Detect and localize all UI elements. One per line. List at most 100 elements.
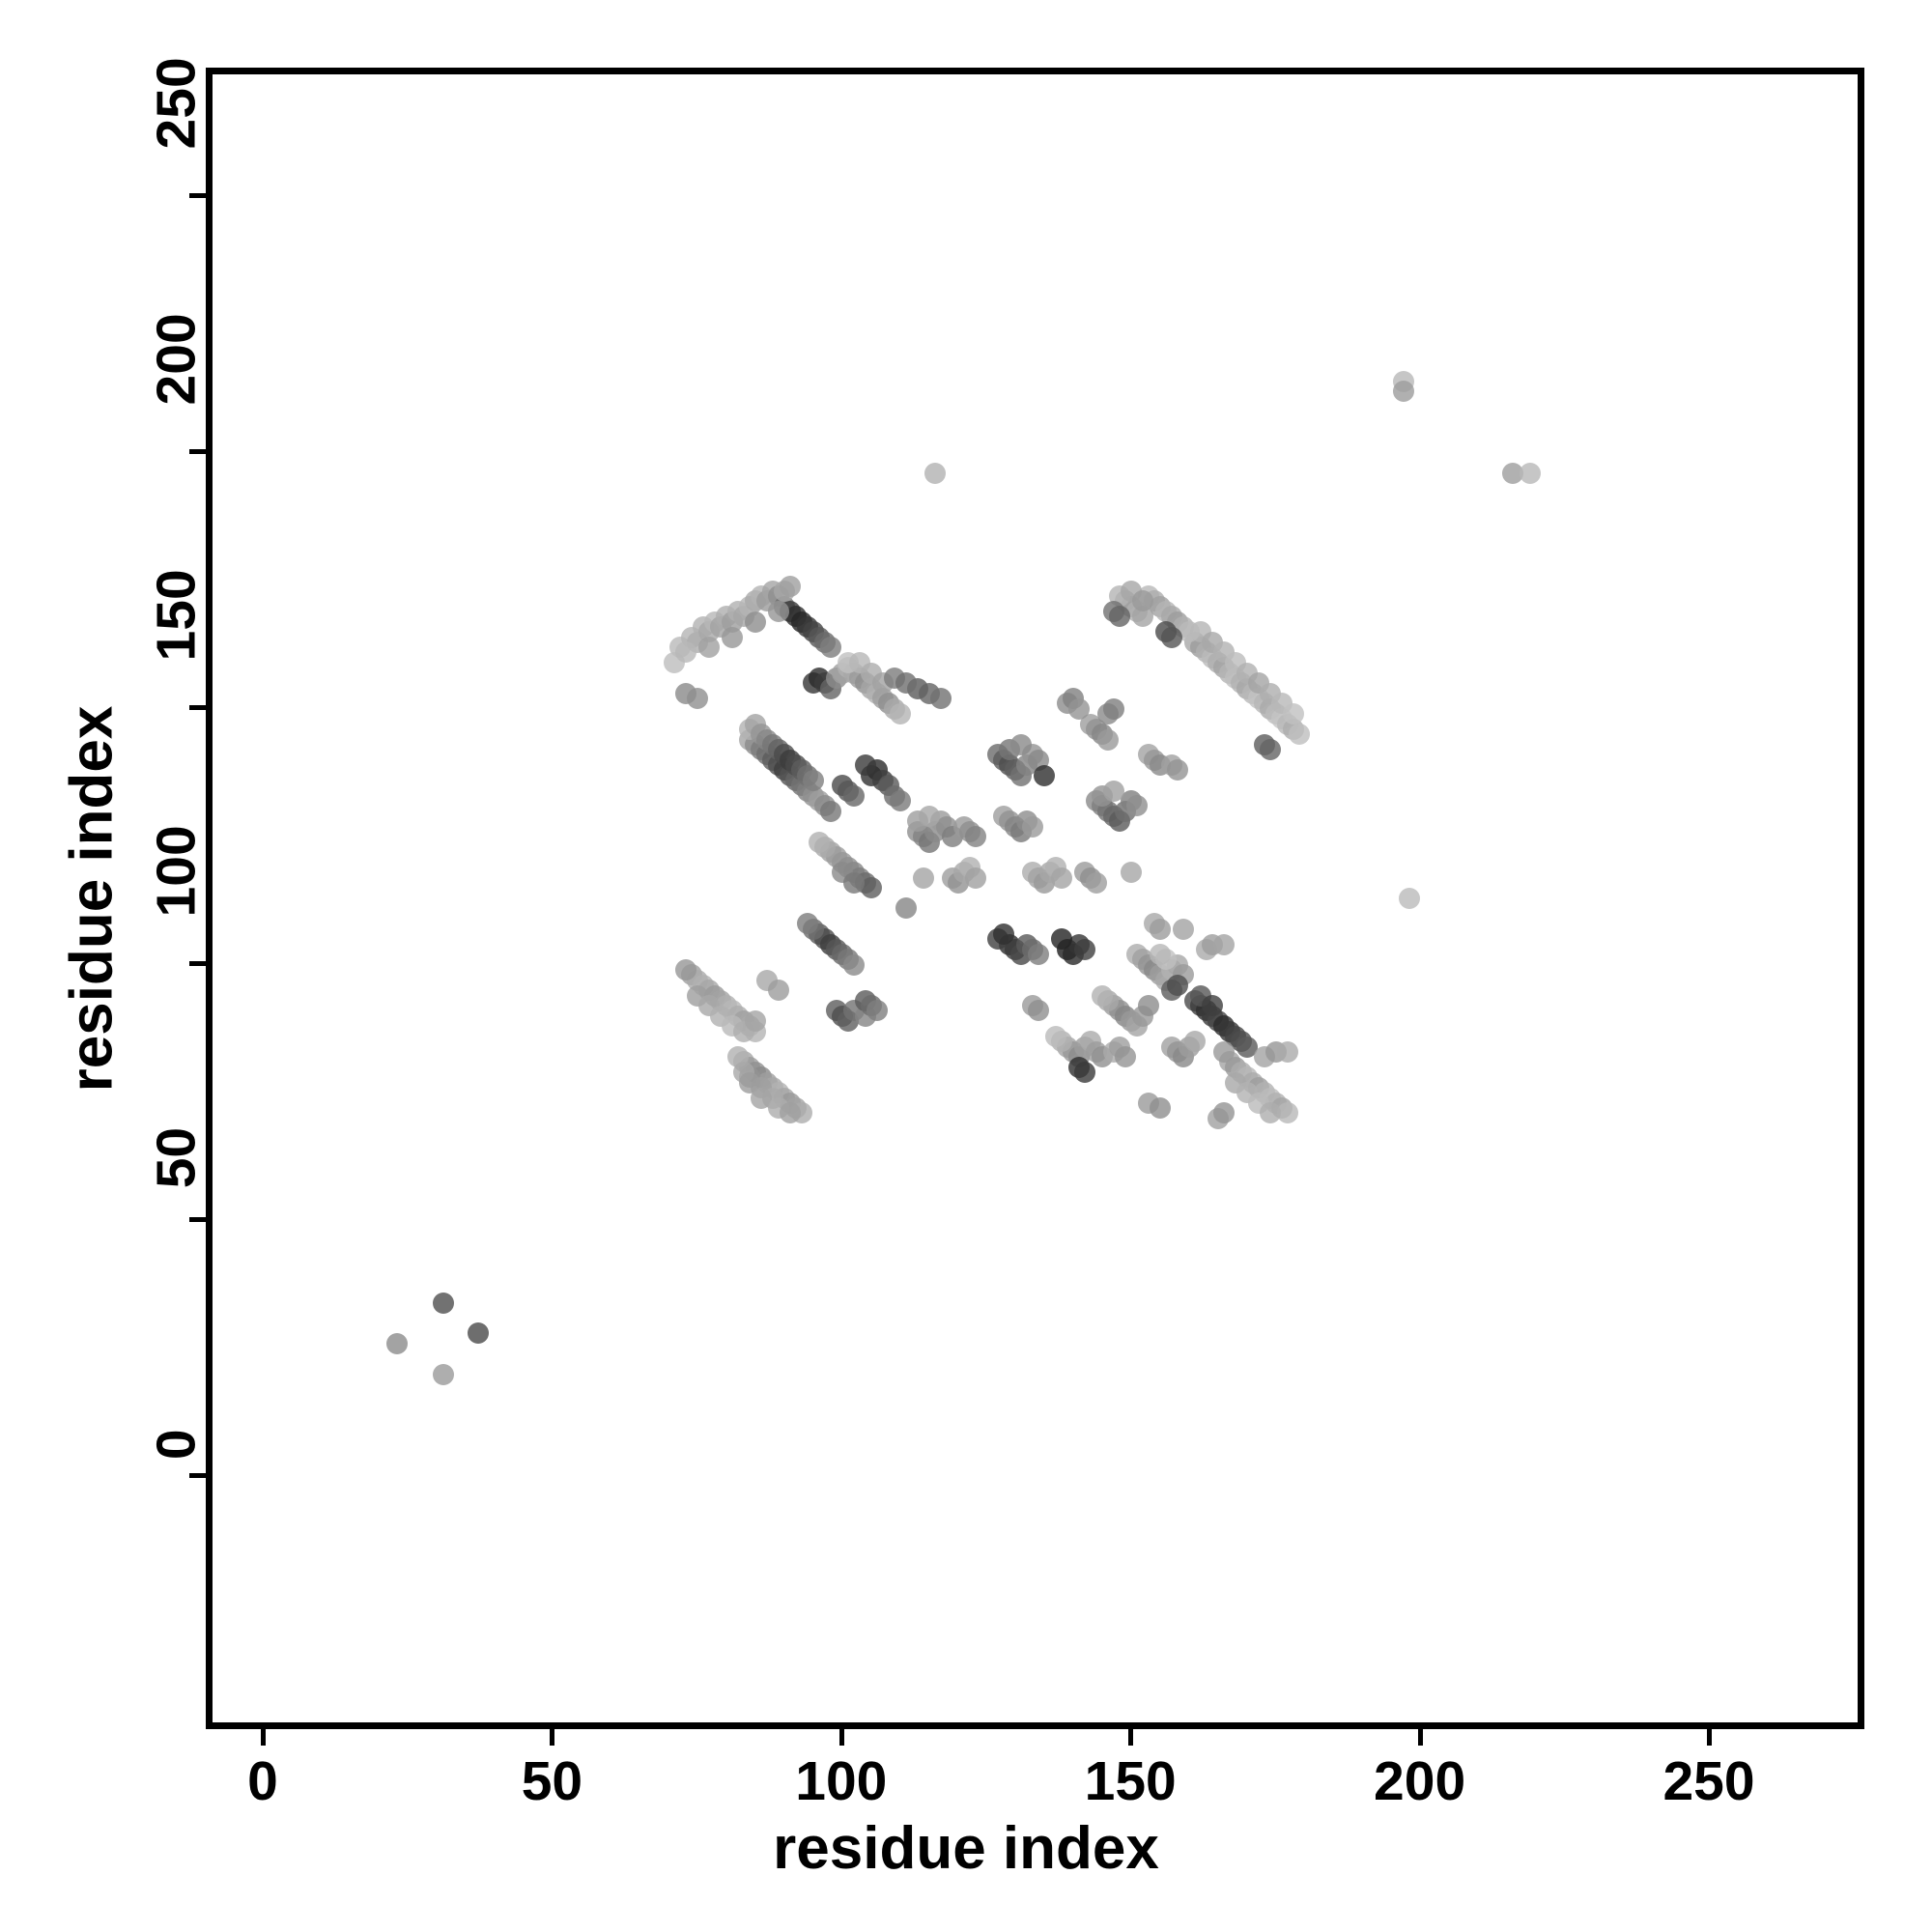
scatter-point bbox=[1288, 724, 1310, 746]
y-tick-mark bbox=[189, 1473, 206, 1478]
scatter-point bbox=[1502, 462, 1524, 484]
y-tick-mark bbox=[189, 193, 206, 198]
x-tick-mark bbox=[1128, 1729, 1134, 1746]
scatter-point bbox=[1028, 1000, 1050, 1022]
scatter-point bbox=[1132, 590, 1154, 612]
scatter-point bbox=[1259, 739, 1281, 761]
scatter-point bbox=[796, 913, 818, 935]
scatter-point bbox=[895, 897, 917, 920]
x-tick-mark bbox=[261, 1729, 266, 1746]
scatter-point bbox=[675, 641, 697, 664]
scatter-point bbox=[1121, 862, 1143, 884]
scatter-point bbox=[744, 611, 766, 633]
scatter-point bbox=[1213, 933, 1236, 955]
scatter-point bbox=[842, 871, 865, 894]
scatter-point bbox=[687, 688, 709, 710]
x-tick-mark bbox=[1707, 1729, 1712, 1746]
scatter-point bbox=[1282, 703, 1304, 724]
scatter-point bbox=[744, 1010, 766, 1032]
scatter-point bbox=[1132, 606, 1154, 628]
scatter-point bbox=[1276, 1040, 1298, 1063]
scatter-point bbox=[1520, 462, 1542, 484]
scatter-point bbox=[1179, 621, 1201, 643]
scatter-point bbox=[1138, 995, 1160, 1017]
scatter-point bbox=[1074, 1062, 1096, 1083]
x-tick-label: 250 bbox=[1662, 1750, 1755, 1812]
scatter-point bbox=[929, 688, 952, 710]
scatter-point bbox=[1392, 381, 1414, 403]
y-tick-mark bbox=[189, 961, 206, 966]
x-tick-label: 200 bbox=[1374, 1750, 1466, 1812]
scatter-point bbox=[923, 462, 946, 484]
scatter-point bbox=[1109, 606, 1131, 628]
scatter-point bbox=[842, 784, 865, 807]
scatter-point bbox=[866, 1000, 888, 1022]
scatter-point bbox=[385, 1332, 408, 1354]
scatter-point bbox=[1259, 1102, 1281, 1124]
scatter-point bbox=[675, 959, 697, 980]
x-tick-label: 50 bbox=[521, 1750, 583, 1812]
scatter-point bbox=[779, 1102, 801, 1124]
scatter-point bbox=[1202, 995, 1224, 1017]
scatter-point bbox=[1010, 733, 1033, 755]
scatter-point bbox=[1051, 867, 1073, 889]
scatter-point bbox=[750, 1087, 772, 1109]
scatter-point bbox=[1022, 815, 1044, 838]
scatter-point bbox=[1103, 697, 1125, 720]
scatter-point bbox=[1115, 1046, 1137, 1068]
scatter-point bbox=[895, 672, 917, 695]
scatter-point bbox=[1150, 1097, 1172, 1120]
scatter-point bbox=[1074, 938, 1096, 960]
scatter-point bbox=[1184, 1031, 1207, 1053]
x-axis-title: residue index bbox=[773, 1815, 1159, 1882]
scatter-point bbox=[467, 1322, 489, 1345]
x-tick-label: 0 bbox=[247, 1750, 278, 1812]
y-tick-mark bbox=[189, 705, 206, 710]
scatter-point bbox=[1150, 918, 1172, 940]
plot-area bbox=[206, 68, 1864, 1729]
scatter-point bbox=[1126, 795, 1149, 817]
scatter-point bbox=[1398, 887, 1420, 909]
y-axis-title: residue index bbox=[58, 705, 126, 1093]
scatter-points-layer bbox=[213, 74, 1858, 1722]
scatter-point bbox=[854, 754, 876, 776]
scatter-point bbox=[739, 1071, 760, 1094]
scatter-point bbox=[964, 867, 986, 889]
y-tick-mark bbox=[189, 1217, 206, 1222]
scatter-point bbox=[432, 1363, 454, 1385]
scatter-point bbox=[432, 1292, 454, 1314]
scatter-point bbox=[1276, 1102, 1298, 1124]
scatter-point bbox=[767, 980, 789, 1002]
y-tick-mark bbox=[189, 449, 206, 454]
scatter-point bbox=[1150, 944, 1172, 966]
scatter-point bbox=[808, 831, 830, 853]
scatter-point bbox=[1236, 1036, 1258, 1058]
scatter-point bbox=[918, 806, 940, 827]
scatter-point bbox=[1213, 1040, 1236, 1063]
scatter-point bbox=[993, 923, 1015, 945]
x-tick-mark bbox=[838, 1729, 844, 1746]
scatter-point bbox=[698, 637, 721, 659]
scatter-point bbox=[819, 637, 841, 659]
scatter-point bbox=[1028, 944, 1050, 966]
scatter-point bbox=[1161, 626, 1183, 648]
scatter-point bbox=[912, 867, 934, 889]
scatter-point bbox=[767, 601, 789, 622]
scatter-point bbox=[1103, 780, 1125, 802]
scatter-point bbox=[964, 826, 986, 848]
scatter-point bbox=[1213, 1102, 1236, 1124]
scatter-point bbox=[1086, 871, 1108, 894]
scatter-point bbox=[722, 626, 744, 648]
scatter-point bbox=[1167, 759, 1189, 781]
scatter-point bbox=[779, 575, 801, 597]
scatter-point bbox=[1051, 928, 1073, 951]
scatter-point bbox=[860, 877, 882, 899]
scatter-point bbox=[1068, 697, 1091, 720]
scatter-point bbox=[1045, 1025, 1067, 1047]
scatter-point bbox=[1034, 764, 1056, 786]
scatter-point bbox=[1092, 984, 1114, 1007]
x-tick-mark bbox=[1417, 1729, 1423, 1746]
scatter-point bbox=[889, 790, 911, 812]
scatter-point bbox=[1097, 728, 1120, 751]
